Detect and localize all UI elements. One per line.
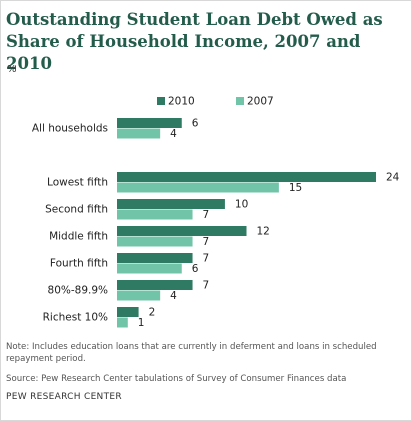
legend-label: 2010	[168, 96, 195, 108]
value-label: 10	[235, 198, 248, 210]
value-label: 2	[149, 306, 156, 318]
category-label: Lowest fifth	[47, 177, 108, 189]
bar	[117, 128, 161, 139]
note: Note: Includes education loans that are …	[6, 342, 377, 364]
value-label: 15	[289, 182, 302, 194]
value-label: 7	[203, 252, 210, 264]
category-label: Fourth fifth	[50, 258, 108, 270]
legend-swatch	[236, 97, 244, 105]
value-label: 24	[386, 171, 400, 183]
value-label: 6	[192, 263, 199, 275]
chart-title: Outstanding Student Loan Debt Owed as Sh…	[6, 10, 383, 73]
bar	[117, 253, 193, 263]
category-label: Second fifth	[45, 204, 108, 216]
value-label: 7	[203, 209, 210, 221]
value-label: 7	[203, 279, 210, 291]
bar	[117, 263, 182, 274]
value-label: 4	[170, 128, 177, 140]
source: Source: Pew Research Center tabulations …	[6, 374, 347, 384]
bar	[117, 280, 193, 290]
bar	[117, 236, 193, 247]
value-label: 7	[203, 236, 210, 248]
bar	[117, 118, 182, 128]
bar	[117, 182, 279, 193]
category-label: All households	[32, 123, 108, 135]
unit-label: %	[7, 64, 17, 75]
category-label: Richest 10%	[43, 312, 108, 324]
bar	[117, 209, 193, 220]
bar	[117, 172, 376, 182]
legend-label: 2007	[247, 96, 274, 108]
bar	[117, 199, 225, 209]
value-label: 1	[138, 317, 145, 329]
value-label: 4	[170, 290, 177, 302]
bar	[117, 307, 139, 317]
category-label: 80%-89.9%	[48, 285, 109, 297]
value-label: 6	[192, 117, 199, 129]
bar	[117, 290, 161, 301]
value-label: 12	[257, 225, 270, 237]
bar	[117, 226, 247, 236]
bar	[117, 317, 128, 328]
credit: PEW RESEARCH CENTER	[6, 392, 122, 402]
category-label: Middle fifth	[49, 231, 108, 243]
legend-swatch	[157, 97, 165, 105]
